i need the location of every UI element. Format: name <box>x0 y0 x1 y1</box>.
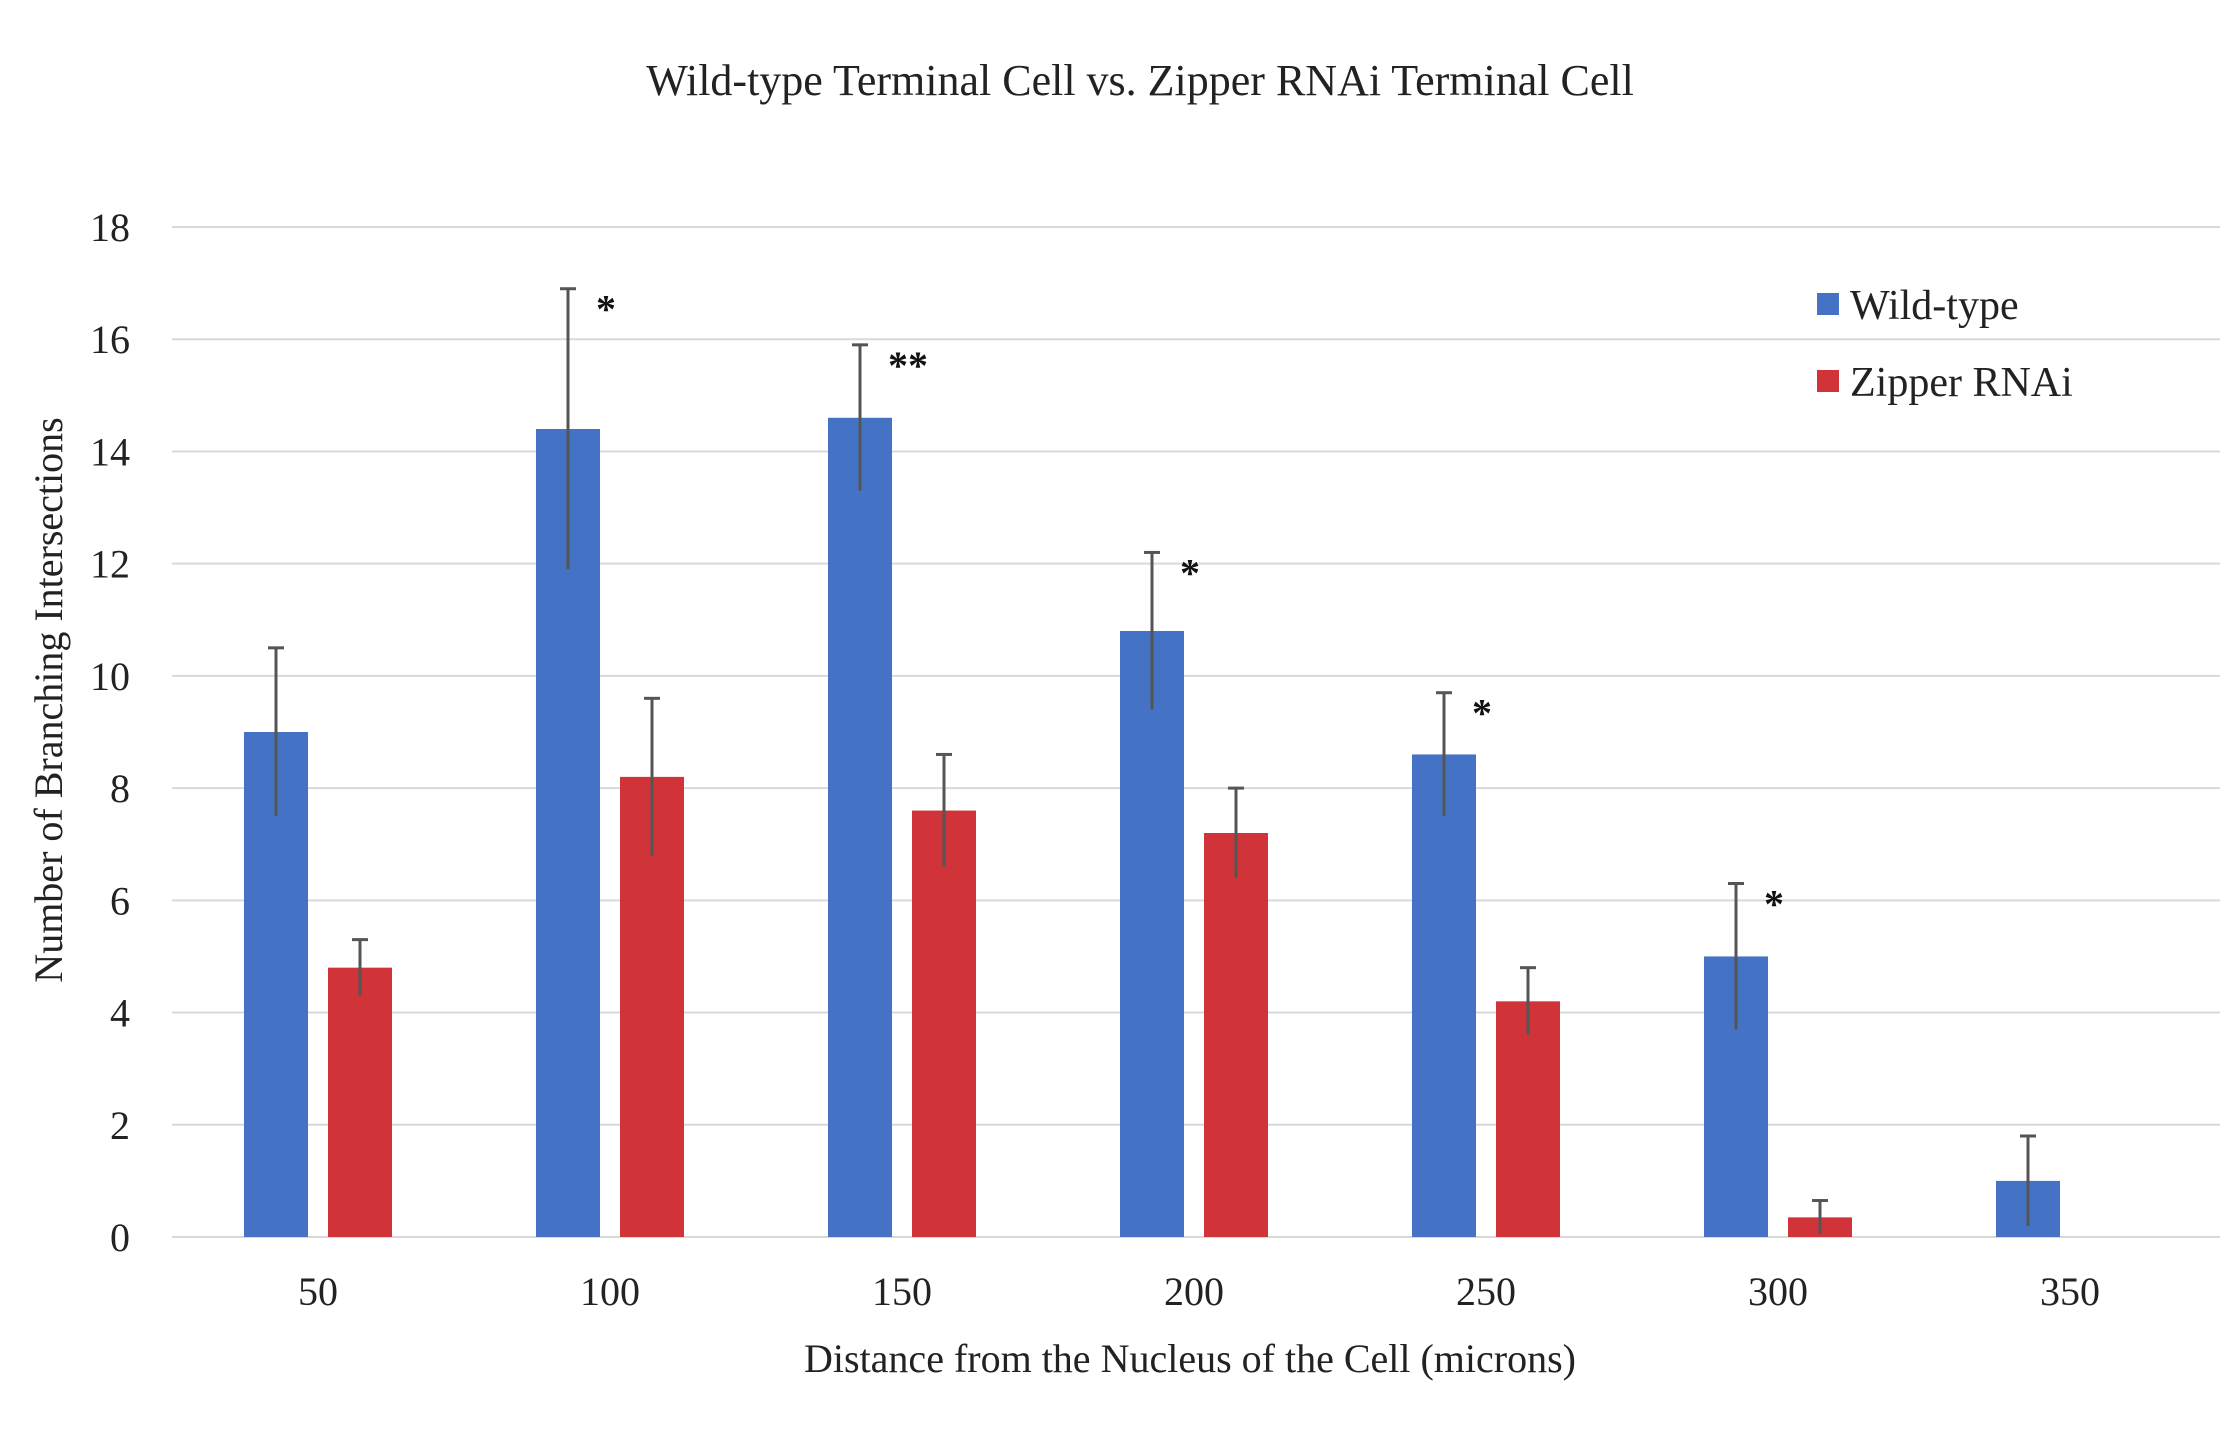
error-bar-1-150 <box>936 752 952 867</box>
significance-markers: ****** <box>596 287 1784 927</box>
error-bar-0-250 <box>1436 691 1452 817</box>
significance-marker-150: ** <box>888 343 928 388</box>
error-bar-0-200 <box>1144 550 1160 710</box>
bar-wild-type-250 <box>1412 754 1476 1237</box>
bar-wild-type-150 <box>828 417 892 1237</box>
y-tick-label: 2 <box>110 1103 130 1148</box>
x-tick-label: 100 <box>580 1269 640 1314</box>
legend-label-wild-type: Wild-type <box>1850 283 2019 329</box>
x-tick-label: 300 <box>1748 1269 1808 1314</box>
y-tick-label: 6 <box>110 878 130 923</box>
bars-layer <box>244 417 2060 1237</box>
error-bars-layer <box>268 287 2036 1235</box>
x-axis-label: Distance from the Nucleus of the Cell (m… <box>804 1336 1576 1381</box>
y-tick-label: 8 <box>110 766 130 811</box>
error-bar-1-300 <box>1812 1199 1828 1235</box>
significance-marker-200: * <box>1180 550 1200 595</box>
x-tick-label: 150 <box>872 1269 932 1314</box>
y-tick-label: 10 <box>90 654 130 699</box>
x-tick-label: 250 <box>1456 1269 1516 1314</box>
chart-title: Wild-type Terminal Cell vs. Zipper RNAi … <box>646 56 1634 105</box>
error-bar-1-250 <box>1520 966 1536 1035</box>
significance-marker-100: * <box>596 287 616 332</box>
error-bar-0-100 <box>560 287 576 570</box>
grid-layer <box>172 226 2220 1238</box>
x-tick-label: 50 <box>298 1269 338 1314</box>
error-bar-0-50 <box>268 646 284 817</box>
y-tick-label: 12 <box>90 542 130 587</box>
error-bar-0-300 <box>1728 882 1744 1030</box>
y-axis-label: Number of Branching Intersections <box>26 417 71 982</box>
y-tick-label: 18 <box>90 205 130 250</box>
legend-swatch-wild-type <box>1817 293 1839 315</box>
error-bar-1-200 <box>1228 786 1244 878</box>
bar-zipper-rnai-250 <box>1496 1001 1560 1237</box>
y-tick-label: 16 <box>90 317 130 362</box>
bar-zipper-rnai-200 <box>1204 833 1268 1237</box>
significance-marker-300: * <box>1764 882 1784 927</box>
error-bar-1-50 <box>352 938 368 996</box>
bar-zipper-rnai-150 <box>912 810 976 1237</box>
error-bar-0-350 <box>2020 1134 2036 1226</box>
legend: Wild-type Zipper RNAi <box>1817 283 2073 406</box>
x-tick-label: 200 <box>1164 1269 1224 1314</box>
error-bar-0-150 <box>852 343 868 491</box>
x-tick-label: 350 <box>2040 1269 2100 1314</box>
legend-swatch-zipper-rnai <box>1817 370 1839 392</box>
bar-zipper-rnai-50 <box>328 967 392 1237</box>
legend-label-zipper-rnai: Zipper RNAi <box>1850 360 2073 406</box>
y-tick-label: 0 <box>110 1215 130 1260</box>
y-tick-label: 14 <box>90 429 130 474</box>
error-bar-1-100 <box>644 696 660 856</box>
x-axis-ticks: 50 100 150 200 250 300 350 <box>298 1269 2100 1314</box>
y-tick-label: 4 <box>110 991 130 1036</box>
significance-marker-250: * <box>1472 691 1492 736</box>
bar-wild-type-200 <box>1120 631 1184 1237</box>
y-axis-ticks: 0 2 4 6 8 10 12 14 16 18 <box>90 205 130 1260</box>
